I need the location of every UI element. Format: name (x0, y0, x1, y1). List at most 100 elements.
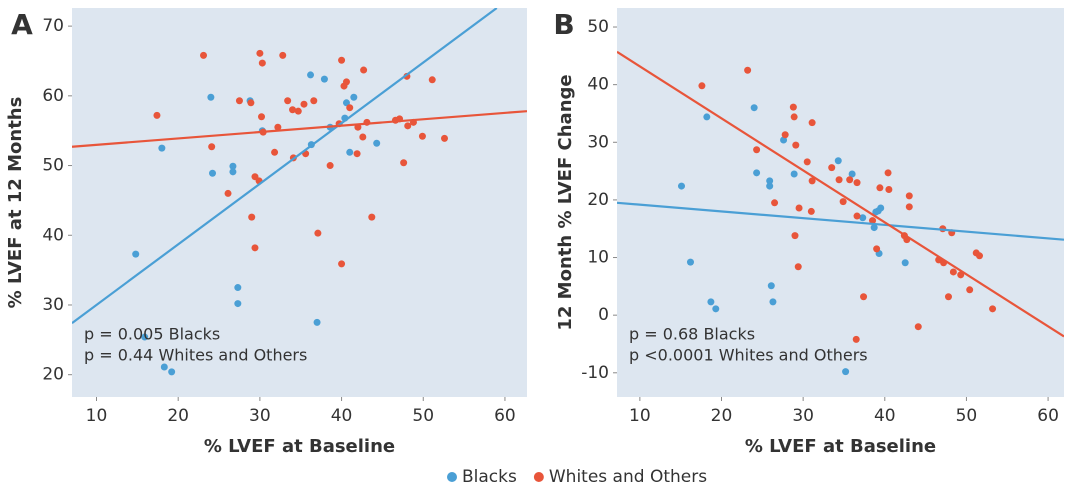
data-point (258, 113, 266, 121)
data-point (209, 169, 217, 177)
data-point (300, 100, 308, 108)
data-point (373, 139, 381, 147)
annotation: p <0.0001 Whites and Others (629, 346, 868, 365)
data-point (310, 97, 318, 105)
data-point (274, 123, 282, 131)
data-point (229, 162, 237, 170)
data-point (807, 207, 815, 215)
data-point (750, 104, 758, 112)
data-point (400, 159, 408, 167)
data-point (353, 150, 361, 158)
y-tick-label: 50 (587, 17, 609, 37)
data-point (359, 133, 367, 141)
data-point (989, 305, 997, 313)
data-point (234, 300, 242, 308)
data-point (808, 177, 816, 185)
data-point (153, 111, 161, 119)
legend-label: Blacks (462, 467, 517, 487)
data-point (271, 148, 279, 156)
data-point (314, 229, 322, 237)
data-point (168, 368, 176, 376)
data-point (744, 66, 752, 74)
x-tick-label: 60 (494, 406, 516, 426)
legend-label: Whites and Others (549, 467, 707, 487)
data-point (790, 170, 798, 178)
y-tick-label: 30 (587, 132, 609, 152)
data-point (703, 113, 711, 121)
fit-line (617, 201, 1064, 241)
data-point (440, 134, 448, 142)
data-point (873, 245, 881, 253)
data-point (914, 323, 922, 331)
y-axis-label: 12 Month % LVEF Change (555, 74, 576, 330)
y-tick-label: 60 (42, 86, 64, 106)
data-point (428, 76, 436, 84)
data-point (794, 263, 802, 271)
data-point (251, 244, 259, 252)
data-point (884, 169, 892, 177)
y-tick-label: 70 (42, 16, 64, 36)
data-point (160, 363, 168, 371)
data-point (248, 213, 256, 221)
data-point (767, 282, 775, 290)
data-point (677, 182, 685, 190)
plot-area (617, 50, 1064, 376)
panel-label: B (553, 8, 574, 41)
data-point (901, 259, 909, 267)
data-point (338, 56, 346, 64)
legend-marker (447, 472, 457, 482)
data-point (905, 203, 913, 211)
data-point (766, 177, 774, 185)
data-point (686, 258, 694, 266)
data-point (795, 204, 803, 212)
data-point (835, 176, 843, 184)
data-point (326, 162, 334, 170)
data-point (284, 97, 292, 105)
data-point (158, 144, 166, 152)
data-point (707, 298, 715, 306)
data-point (944, 293, 952, 301)
data-point (224, 189, 232, 197)
data-point (905, 192, 913, 200)
y-tick-label: 20 (42, 365, 64, 385)
data-point (876, 184, 884, 192)
y-tick-label: -10 (581, 363, 609, 383)
x-tick-label: 30 (249, 406, 271, 426)
panel: B -10 0 10 20 30 40 50 10 20 30 40 50 60 % LVEF at Bas… (553, 8, 1064, 457)
panel-label: A (11, 8, 33, 41)
data-point (870, 224, 878, 232)
data-point (256, 49, 264, 57)
data-point (803, 158, 811, 166)
data-point (404, 122, 412, 130)
data-point (320, 75, 328, 83)
y-tick-label: 40 (42, 225, 64, 245)
data-point (307, 71, 315, 79)
data-point (207, 93, 215, 101)
x-tick-label: 10 (629, 406, 651, 426)
x-tick-label: 50 (956, 406, 978, 426)
x-tick-label: 50 (412, 406, 434, 426)
x-axis-label: % LVEF at Baseline (745, 436, 936, 457)
data-point (853, 179, 861, 187)
plot-background (72, 8, 527, 397)
data-point (789, 103, 797, 111)
data-point (852, 335, 860, 343)
data-point (753, 169, 761, 177)
data-point (200, 51, 208, 59)
data-point (712, 305, 720, 313)
fit-line (617, 50, 1064, 338)
data-point (792, 141, 800, 149)
data-point (839, 198, 847, 206)
fit-line (72, 8, 498, 324)
y-tick-label: 20 (587, 190, 609, 210)
data-point (753, 146, 761, 154)
data-point (966, 286, 974, 294)
x-axis-label: % LVEF at Baseline (204, 436, 395, 457)
data-point (771, 199, 779, 207)
data-point (279, 51, 287, 59)
data-point (141, 333, 149, 341)
y-tick-label: 10 (587, 248, 609, 268)
data-point (360, 66, 368, 74)
data-point (346, 148, 354, 156)
